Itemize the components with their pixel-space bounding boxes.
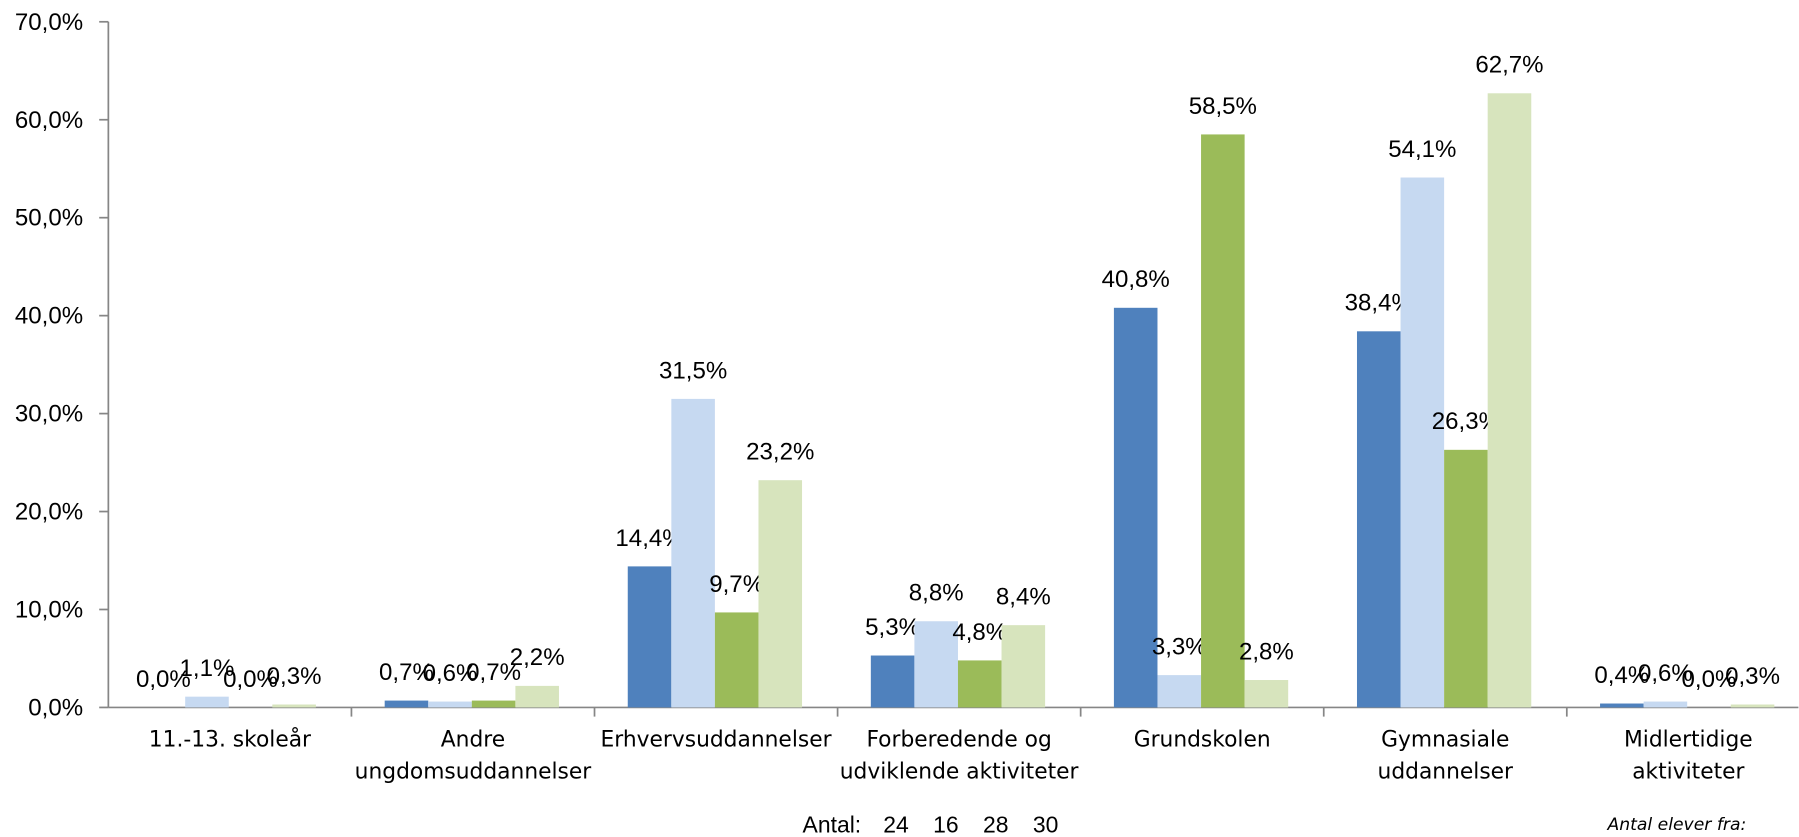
- y-tick-label: 50,0%: [15, 205, 83, 232]
- value-label: 23,2%: [746, 439, 814, 466]
- x-tick-label-line: Midlertidige: [1624, 727, 1753, 752]
- value-label: 9,7%: [709, 571, 764, 598]
- x-tick-label-line: Erhvervsuddannelser: [601, 727, 832, 752]
- x-tick-label-line: 11.-13. skoleår: [149, 726, 311, 752]
- value-label: 0,4%: [1594, 662, 1649, 689]
- antal-value: 24: [883, 811, 909, 837]
- x-tick-label: Grundskolen: [1134, 727, 1271, 752]
- value-label: 62,7%: [1475, 52, 1543, 79]
- bar: [1730, 704, 1775, 708]
- bar: [671, 398, 715, 708]
- value-label: 40,8%: [1102, 266, 1170, 293]
- bar: [1487, 93, 1532, 708]
- antal-value: 30: [1033, 811, 1059, 837]
- x-tick-label: Erhvervsuddannelser: [601, 727, 832, 752]
- x-tick-label-line: Andre: [441, 727, 505, 752]
- x-tick-label-line: udviklende aktiviteter: [840, 760, 1079, 785]
- antal-value: 28: [983, 811, 1009, 837]
- x-tick-label-line: Gymnasiale: [1381, 727, 1509, 752]
- bar: [1157, 675, 1202, 708]
- bar: [185, 696, 229, 708]
- bar: [914, 621, 958, 708]
- x-tick-label: Andre ungdomsuddannelser: [355, 727, 592, 784]
- y-tick-label: 30,0%: [15, 401, 83, 428]
- x-tick-label-line: aktiviteter: [1632, 760, 1744, 785]
- y-tick-label: 20,0%: [15, 499, 83, 526]
- bar: [1444, 449, 1488, 708]
- value-label: 0,7%: [466, 659, 521, 686]
- value-label: 3,3%: [1152, 633, 1207, 660]
- bar: [428, 701, 472, 708]
- value-label: 5,3%: [865, 614, 920, 641]
- bar: [1356, 331, 1401, 708]
- value-label: 0,3%: [1725, 663, 1780, 690]
- value-label: 0,3%: [267, 663, 322, 690]
- x-tick-label-line: Grundskolen: [1134, 727, 1271, 752]
- bar: [384, 700, 429, 708]
- bar: [957, 660, 1002, 708]
- bar: [1201, 134, 1245, 708]
- value-label: 0,6%: [1638, 660, 1693, 687]
- value-label: 0,0%: [223, 666, 278, 693]
- y-tick-label: 0,0%: [28, 694, 83, 721]
- value-label: 2,8%: [1239, 638, 1294, 665]
- bar: [1400, 177, 1445, 708]
- bar: [1600, 703, 1644, 708]
- x-tick-label-line: Forberedende og: [866, 727, 1051, 752]
- bar: [1001, 625, 1046, 708]
- antal-label: Antal:: [803, 811, 862, 837]
- value-label: 0,7%: [379, 659, 434, 686]
- value-label: 1,1%: [180, 655, 235, 682]
- value-label: 0,0%: [1682, 666, 1737, 693]
- bar: [870, 655, 915, 708]
- x-tick-label: Forberedende og udviklende aktiviteter: [840, 727, 1079, 784]
- value-label: 4,8%: [952, 619, 1007, 646]
- y-tick-label: 10,0%: [15, 597, 83, 624]
- x-tick-label: Midlertidige aktiviteter: [1624, 727, 1753, 784]
- x-tick-label: Gymnasiale uddannelser: [1378, 727, 1514, 784]
- value-label: 31,5%: [659, 357, 727, 384]
- y-tick-label: 60,0%: [15, 107, 83, 134]
- bar: [515, 685, 559, 708]
- bar: [1113, 307, 1158, 708]
- y-tick-label: 70,0%: [15, 9, 83, 36]
- bar: [714, 612, 759, 708]
- bar: [471, 700, 516, 708]
- x-tick-label-line: ungdomsuddannelser: [355, 760, 592, 785]
- note: Antal elever fra:: [1606, 815, 1746, 835]
- bar: [758, 480, 803, 708]
- value-label: 8,4%: [996, 584, 1051, 611]
- antal-value: 16: [933, 811, 959, 837]
- value-label: 54,1%: [1388, 136, 1456, 163]
- x-tick-label-line: uddannelser: [1378, 760, 1514, 785]
- value-label: 8,8%: [909, 580, 964, 607]
- bar: [1643, 701, 1688, 708]
- y-tick-label: 40,0%: [15, 303, 83, 330]
- x-tick-label: 11.-13. skoleår: [149, 726, 311, 752]
- value-label: 2,2%: [510, 644, 565, 671]
- value-label: 58,5%: [1189, 93, 1257, 120]
- bar: [1244, 680, 1289, 708]
- value-label: 0,0%: [136, 666, 191, 693]
- bar: [627, 566, 672, 708]
- value-label: 0,6%: [423, 660, 478, 687]
- bar: [272, 704, 316, 708]
